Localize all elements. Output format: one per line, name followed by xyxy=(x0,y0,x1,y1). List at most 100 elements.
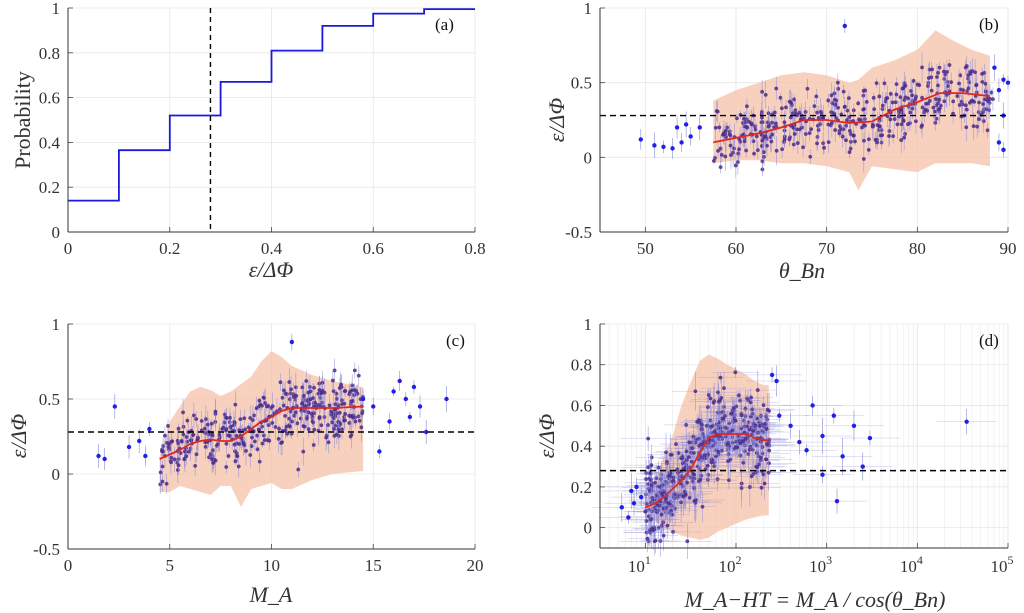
data-point xyxy=(351,415,355,420)
data-point xyxy=(160,479,165,484)
data-point xyxy=(815,110,820,115)
data-point xyxy=(695,464,700,469)
data-point-outlier xyxy=(377,449,382,454)
data-point xyxy=(199,419,204,423)
data-point xyxy=(894,82,899,87)
data-point xyxy=(908,110,913,115)
data-point xyxy=(780,147,785,152)
y-tick-label: 0 xyxy=(52,465,61,484)
data-point xyxy=(897,110,902,115)
data-point xyxy=(233,402,238,407)
data-point xyxy=(710,457,714,462)
data-point xyxy=(910,106,915,111)
data-point xyxy=(964,107,969,112)
data-point xyxy=(816,123,820,128)
y-tick-label: 0.6 xyxy=(571,396,592,415)
data-point xyxy=(929,88,934,93)
data-point xyxy=(649,483,654,488)
data-point xyxy=(863,88,867,93)
data-point xyxy=(743,436,748,441)
panel-b: (b) θ_Bn ε/ΔΦ 50 60 70 80 90 -0.5 0 0.5 1 xyxy=(544,0,1017,283)
data-point xyxy=(841,89,846,94)
data-point xyxy=(826,122,831,127)
data-point xyxy=(270,420,275,425)
data-point xyxy=(736,160,740,164)
data-point xyxy=(803,132,808,136)
data-point xyxy=(332,368,337,373)
data-point-outlier xyxy=(674,125,680,130)
data-point xyxy=(883,99,888,104)
data-point-outlier xyxy=(423,429,429,435)
data-point xyxy=(721,409,725,414)
y-tick-label: 0.5 xyxy=(571,74,592,93)
x-tick-label: 60 xyxy=(728,239,745,258)
panel-d-ylabel: ε/ΔΦ xyxy=(534,414,559,459)
data-point xyxy=(832,97,837,102)
data-point xyxy=(249,444,254,448)
data-point xyxy=(753,124,757,129)
data-point xyxy=(652,505,657,510)
data-point xyxy=(244,449,248,453)
data-point xyxy=(281,403,286,408)
data-point xyxy=(843,104,847,109)
data-point xyxy=(343,412,348,416)
data-point xyxy=(669,452,674,457)
percentile-band xyxy=(713,30,990,191)
x-tick-label: 0 xyxy=(64,239,73,258)
data-point xyxy=(258,402,263,407)
data-point xyxy=(733,163,738,168)
data-point xyxy=(736,393,741,398)
data-point xyxy=(937,97,941,102)
data-point-outlier xyxy=(964,419,969,424)
data-point xyxy=(861,107,866,112)
x-tick-label: 10 xyxy=(263,556,280,575)
data-point xyxy=(290,419,294,424)
x-tick-label: 50 xyxy=(637,239,654,258)
data-point xyxy=(301,393,306,398)
data-point xyxy=(255,433,260,438)
cdf-step-line xyxy=(68,8,475,202)
data-point xyxy=(343,389,348,393)
data-point xyxy=(760,89,765,94)
data-point xyxy=(665,523,670,528)
data-point-outlier xyxy=(820,433,825,439)
data-point xyxy=(885,96,890,100)
data-point xyxy=(749,395,753,400)
data-point xyxy=(788,115,793,120)
data-point xyxy=(957,81,961,86)
data-point xyxy=(936,101,941,106)
data-point xyxy=(331,416,336,421)
x-tick-label: 0.8 xyxy=(464,239,485,258)
data-point-outlier xyxy=(96,453,101,459)
x-tick-label: 105 xyxy=(991,553,1014,576)
data-point xyxy=(895,122,900,127)
data-point xyxy=(294,393,299,398)
data-point xyxy=(234,433,239,438)
data-point xyxy=(360,411,364,416)
data-point xyxy=(774,148,779,153)
data-point-outlier xyxy=(1005,80,1011,85)
data-point xyxy=(763,92,768,97)
data-point xyxy=(866,137,871,142)
data-point xyxy=(224,465,229,469)
data-point xyxy=(330,378,335,383)
data-point-outlier xyxy=(769,372,775,378)
data-point xyxy=(718,165,723,170)
data-point xyxy=(176,463,181,468)
data-point xyxy=(350,383,355,388)
data-point xyxy=(232,442,237,447)
data-point xyxy=(280,395,285,400)
data-point xyxy=(716,149,720,153)
data-point xyxy=(340,402,344,406)
data-point xyxy=(747,448,752,452)
data-point xyxy=(221,425,226,430)
data-point xyxy=(874,81,879,86)
data-point-outlier xyxy=(996,140,1002,145)
data-point xyxy=(967,100,972,105)
data-point xyxy=(331,389,336,394)
data-point xyxy=(779,106,784,111)
data-point-outlier xyxy=(867,435,873,441)
data-point xyxy=(913,119,918,124)
data-point xyxy=(248,453,253,457)
data-point xyxy=(845,118,849,122)
